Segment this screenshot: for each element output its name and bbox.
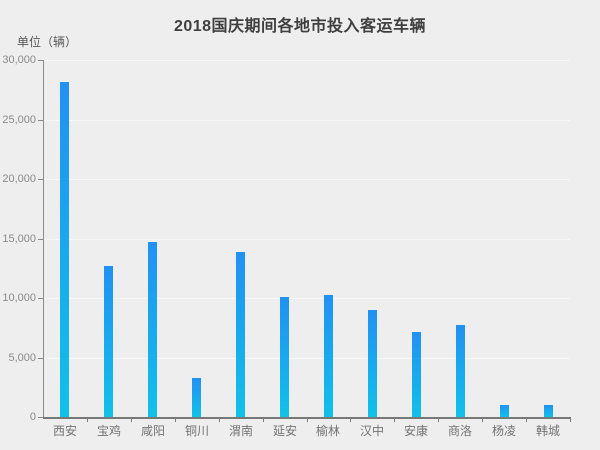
y-axis-tick-label: 0: [29, 411, 36, 423]
bar-2: [104, 266, 113, 417]
y-axis-tick: [38, 417, 43, 418]
x-axis-category-label: 榆林: [315, 424, 340, 438]
bar-7: [324, 295, 333, 417]
x-axis-tick: [482, 417, 483, 422]
x-axis-tick: [570, 417, 571, 422]
bar-1: [60, 82, 69, 417]
y-axis: [43, 60, 44, 417]
x-axis-category-label: 西安: [52, 424, 77, 438]
x-axis-tick: [175, 417, 176, 422]
x-axis-tick: [219, 417, 220, 422]
x-axis-tick: [394, 417, 395, 422]
x-axis-category-label: 铜川: [184, 424, 209, 438]
bar-6: [280, 297, 289, 417]
x-axis-category-label: 商洛: [447, 424, 472, 438]
x-axis-tick: [307, 417, 308, 422]
y-axis-tick: [38, 60, 43, 61]
x-axis-tick: [438, 417, 439, 422]
bar-11: [500, 405, 509, 417]
chart-title: 2018国庆期间各地市投入客运车辆: [173, 18, 427, 35]
x-axis-tick: [526, 417, 527, 422]
y-axis-tick-label: 30,000: [2, 54, 36, 66]
gridline: [43, 239, 570, 240]
x-axis-tick: [350, 417, 351, 422]
y-axis-tick: [38, 120, 43, 121]
x-axis-category-label: 杨凌: [491, 424, 516, 438]
bar-12: [544, 405, 553, 417]
bar-9: [412, 332, 421, 417]
y-axis-unit-label: 单位（辆）: [17, 35, 78, 49]
bar-4: [192, 378, 201, 417]
x-axis-category-label: 安康: [403, 424, 428, 438]
x-axis-category-label: 汉中: [359, 424, 384, 438]
y-axis-tick-label: 25,000: [2, 114, 36, 126]
y-axis-tick: [38, 298, 43, 299]
x-axis-tick: [87, 417, 88, 422]
gridline: [43, 179, 570, 180]
y-axis-tick: [38, 239, 43, 240]
gridline: [43, 120, 570, 121]
y-axis-tick: [38, 358, 43, 359]
x-axis-category-label: 韩城: [535, 424, 560, 438]
gridline: [43, 298, 570, 299]
x-axis-category-label: 宝鸡: [96, 424, 121, 438]
y-axis-tick: [38, 179, 43, 180]
gridline: [43, 358, 570, 359]
y-axis-tick-label: 20,000: [2, 173, 36, 185]
bar-3: [148, 242, 157, 417]
x-axis-tick: [131, 417, 132, 422]
y-axis-tick-label: 15,000: [2, 233, 36, 245]
x-axis-category-label: 渭南: [228, 424, 253, 438]
x-axis-category-label: 延安: [272, 424, 297, 438]
y-axis-tick-label: 10,000: [2, 292, 36, 304]
bar-10: [456, 325, 465, 417]
bar-5: [236, 252, 245, 417]
x-axis-category-label: 咸阳: [140, 424, 165, 438]
x-axis-tick: [263, 417, 264, 422]
bar-8: [368, 310, 377, 417]
gridline: [43, 60, 570, 61]
y-axis-tick-label: 5,000: [8, 352, 36, 364]
